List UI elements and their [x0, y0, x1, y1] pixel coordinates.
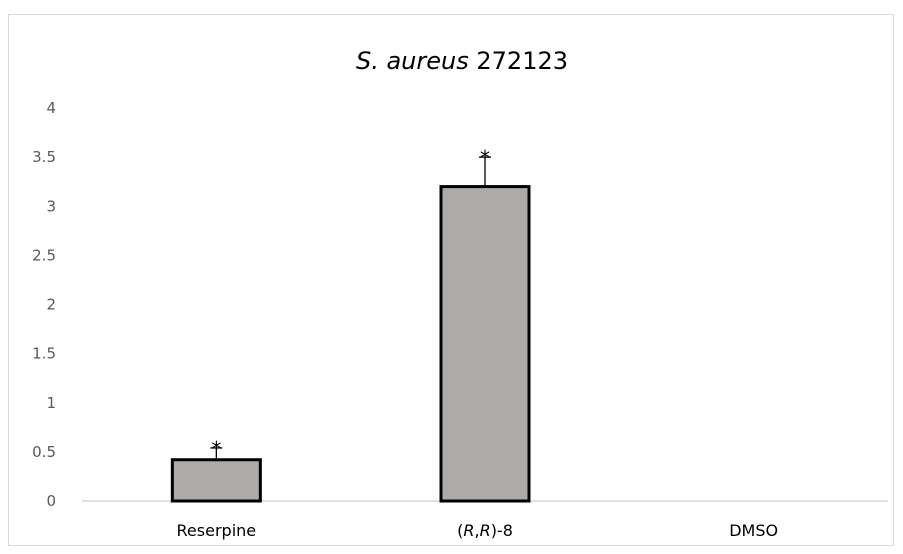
category-label-part: (	[457, 521, 463, 540]
category-label: Reserpine	[177, 521, 257, 540]
bars	[170, 185, 531, 503]
significance-marker: *	[211, 437, 221, 461]
chart-title-part: S. aureus	[356, 47, 469, 75]
significance-marker: *	[480, 146, 490, 170]
category-label-part: ,	[474, 521, 479, 540]
category-label: (R,R)-8	[457, 521, 513, 540]
y-tick-label: 1	[46, 394, 56, 412]
y-tick-label: 4	[46, 99, 56, 117]
category-label-part: R	[480, 521, 491, 540]
bar	[170, 458, 262, 503]
chart-title: S. aureus 272123	[356, 47, 568, 75]
category-label-part: )-8	[491, 521, 513, 540]
category-label-part: Reserpine	[177, 521, 257, 540]
category-label-part: DMSO	[729, 521, 778, 540]
chart-title-part: 272123	[469, 47, 568, 75]
y-axis-ticks: 0 0.5 1 1.5 2 2.5 3 3.5 4	[32, 99, 56, 510]
bar	[439, 185, 531, 503]
y-tick-label: 2.5	[32, 246, 56, 264]
significance-markers: **	[211, 146, 490, 461]
x-axis-categories: Reserpine (R,R)-8 DMSO	[177, 521, 779, 540]
y-tick-label: 2	[46, 296, 56, 314]
y-tick-label: 3	[46, 197, 56, 215]
y-tick-label: 0	[46, 492, 56, 510]
y-tick-label: 1.5	[32, 345, 56, 363]
y-tick-label: 3.5	[32, 148, 56, 166]
category-label: DMSO	[729, 521, 778, 540]
category-label-part: R	[463, 521, 474, 540]
y-tick-label: 0.5	[32, 443, 56, 461]
error-bars	[210, 156, 491, 460]
